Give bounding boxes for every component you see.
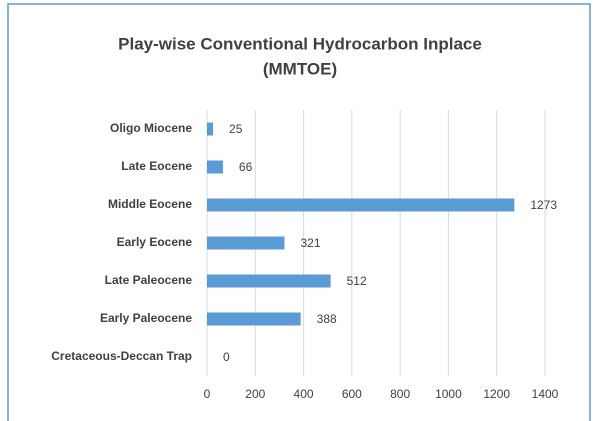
data-label: 66 <box>239 160 253 174</box>
chart-subtitle: (MMTOE) <box>263 59 337 78</box>
y-tick-label: Early Paleocene <box>100 311 192 325</box>
x-tick-label: 400 <box>294 387 314 401</box>
x-tick-label: 600 <box>342 387 362 401</box>
bar <box>207 274 331 288</box>
y-tick-label: Oligo Miocene <box>110 121 192 135</box>
bar <box>207 122 214 136</box>
y-tick-label: Late Paleocene <box>105 273 193 287</box>
x-tick-label: 800 <box>390 387 410 401</box>
bar <box>207 160 223 174</box>
x-tick-label: 1000 <box>435 387 462 401</box>
data-label: 512 <box>347 274 367 288</box>
data-label: 1273 <box>530 198 557 212</box>
chart-title: Play-wise Conventional Hydrocarbon Inpla… <box>118 34 482 53</box>
x-tick-label: 0 <box>204 387 211 401</box>
y-tick-label: Middle Eocene <box>108 197 192 211</box>
data-label: 0 <box>223 350 230 364</box>
y-tick-label: Cretaceous-Deccan Trap <box>51 349 192 363</box>
data-label: 388 <box>317 312 337 326</box>
bar <box>207 236 285 250</box>
data-label: 321 <box>300 236 320 250</box>
bar <box>207 312 301 326</box>
y-tick-label: Early Eocene <box>117 235 193 249</box>
x-tick-label: 1200 <box>483 387 510 401</box>
y-tick-label: Late Eocene <box>121 159 192 173</box>
bar <box>207 198 515 212</box>
x-tick-label: 200 <box>245 387 265 401</box>
x-tick-label: 1400 <box>532 387 559 401</box>
data-label: 25 <box>229 122 243 136</box>
chart-frame <box>7 3 591 421</box>
